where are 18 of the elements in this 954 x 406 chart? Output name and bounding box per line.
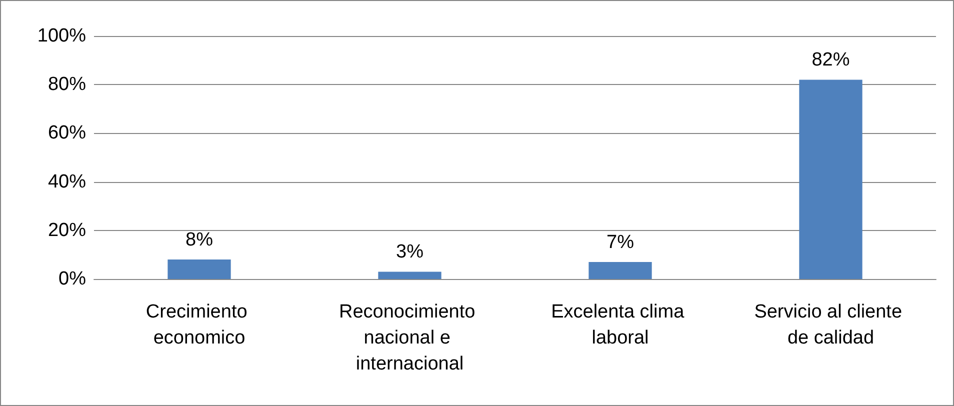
x-tick-label: Crecimiento economico [146, 302, 253, 348]
data-label: 3% [396, 242, 424, 263]
x-tick-label: Reconocimiento nacional e internacional [338, 302, 481, 374]
x-tick-label: Excelenta clima laboral [551, 302, 690, 348]
bar [168, 260, 231, 279]
x-tick-label: Servicio al cliente de calidad [754, 302, 908, 348]
y-tick-label: 20% [48, 220, 86, 241]
y-tick-label: 40% [48, 171, 86, 192]
y-tick-label: 100% [37, 26, 86, 46]
y-tick-label: 60% [48, 122, 86, 144]
bar [588, 262, 652, 279]
bar [799, 80, 862, 279]
bar [378, 272, 442, 279]
data-label: 7% [606, 232, 634, 253]
data-label: 82% [812, 50, 850, 71]
data-label: 8% [186, 230, 214, 251]
y-tick-label: 0% [58, 268, 86, 290]
y-tick-label: 80% [48, 74, 86, 96]
